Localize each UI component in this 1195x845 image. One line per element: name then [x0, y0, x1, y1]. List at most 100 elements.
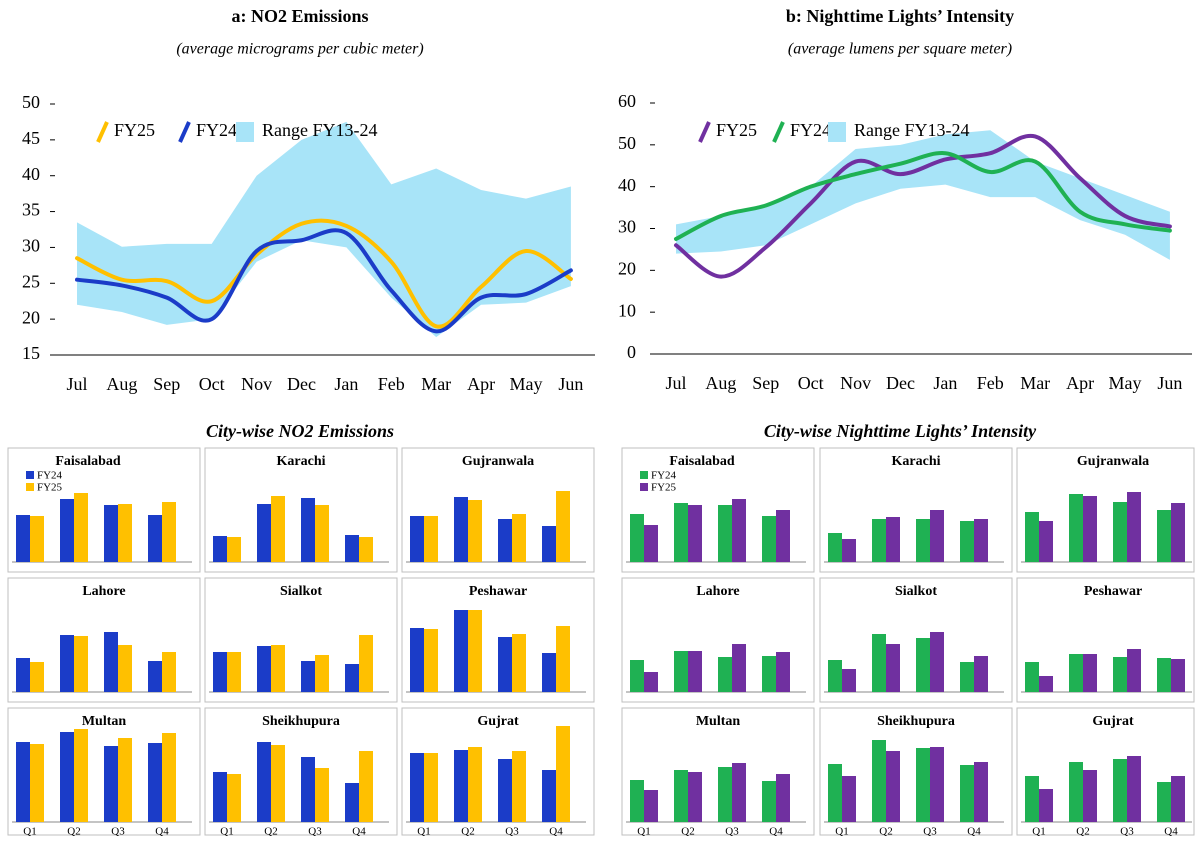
legend-label: FY25	[716, 120, 757, 140]
bar	[454, 497, 468, 562]
bar	[960, 765, 974, 822]
y-tick-label: 50	[22, 92, 40, 112]
bar	[644, 672, 658, 692]
bar	[498, 759, 512, 822]
line	[674, 151, 1172, 241]
legend-swatch	[26, 483, 34, 491]
bar	[60, 732, 74, 822]
bar	[512, 514, 526, 562]
bar	[148, 661, 162, 692]
bar	[359, 537, 373, 562]
bar	[556, 626, 570, 692]
bar	[974, 519, 988, 562]
bar	[74, 729, 88, 822]
y-tick-label: 15	[22, 343, 40, 363]
bar	[301, 757, 315, 822]
bar	[1083, 496, 1097, 562]
bar	[1171, 776, 1185, 822]
legend-swatch	[640, 483, 648, 491]
bar	[162, 733, 176, 822]
bar	[424, 753, 438, 822]
bar	[410, 628, 424, 692]
bar	[630, 780, 644, 822]
bar	[1127, 492, 1141, 562]
bar	[542, 770, 556, 822]
panel-title: Gujranwala	[462, 454, 534, 469]
x-tick-label: Q1	[1032, 826, 1045, 838]
bar	[718, 767, 732, 822]
bar	[828, 660, 842, 692]
bar	[498, 519, 512, 562]
bar	[930, 510, 944, 562]
legend-label: FY25	[114, 120, 155, 140]
x-tick-label: Apr	[1066, 373, 1094, 393]
bar	[1171, 503, 1185, 562]
x-tick-label: Sep	[153, 374, 180, 394]
panel-title: Peshawar	[469, 584, 527, 599]
bar	[257, 504, 271, 562]
x-tick-label: Mar	[1020, 373, 1050, 393]
panel-title: Gujranwala	[1077, 454, 1149, 469]
legend-swatch	[26, 471, 34, 479]
x-tick-label: Q3	[923, 826, 937, 838]
x-tick-label: Q3	[1120, 826, 1134, 838]
panel-title: Gujrat	[1092, 714, 1134, 729]
bar	[468, 610, 482, 692]
bar	[776, 652, 790, 692]
x-tick-label: Jul	[66, 374, 87, 394]
x-tick-label: Q1	[220, 826, 233, 838]
bar	[842, 539, 856, 562]
x-tick-label: Q2	[879, 826, 892, 838]
bar	[776, 774, 790, 822]
bar	[359, 751, 373, 822]
x-tick-label: Q4	[1164, 826, 1178, 838]
bar	[30, 516, 44, 562]
bar	[301, 498, 315, 562]
x-tick-label: Q2	[461, 826, 474, 838]
x-tick-label: Q2	[264, 826, 277, 838]
bar	[1025, 662, 1039, 692]
panel-title: Sialkot	[280, 584, 322, 599]
bar	[542, 653, 556, 692]
bar	[960, 521, 974, 562]
x-tick-label: Jun	[1157, 373, 1182, 393]
range-band	[77, 121, 571, 338]
bar	[828, 764, 842, 822]
bar	[886, 644, 900, 692]
chart-title: b: Nighttime Lights’ Intensity	[786, 6, 1014, 26]
y-tick-label: 60	[618, 91, 636, 111]
x-tick-label: Q4	[967, 826, 981, 838]
x-tick-label: Sep	[752, 373, 779, 393]
y-tick-label: 25	[22, 271, 40, 291]
line	[75, 218, 573, 329]
bar	[118, 504, 132, 562]
bar	[688, 772, 702, 822]
bar	[960, 662, 974, 692]
legend-label: FY25	[651, 482, 677, 494]
bar	[1127, 756, 1141, 822]
bar	[410, 753, 424, 822]
bar	[718, 657, 732, 692]
bar	[512, 634, 526, 692]
x-tick-label: Q3	[308, 826, 322, 838]
bar	[118, 645, 132, 692]
bar	[1025, 776, 1039, 822]
y-tick-label: 10	[618, 300, 636, 320]
x-tick-label: Dec	[886, 373, 915, 393]
x-tick-label: Nov	[241, 374, 272, 394]
legend-swatch	[828, 122, 846, 142]
bar	[732, 499, 746, 562]
x-tick-label: Q3	[505, 826, 519, 838]
bar	[454, 610, 468, 692]
x-tick-label: Q4	[155, 826, 169, 838]
bar	[104, 632, 118, 692]
panel-title: Karachi	[892, 454, 941, 469]
bar	[16, 742, 30, 822]
bar	[872, 740, 886, 822]
x-tick-label: Nov	[840, 373, 871, 393]
legend-label: FY24	[37, 470, 63, 482]
x-tick-label: Q4	[352, 826, 366, 838]
panel-title: Karachi	[277, 454, 326, 469]
chart-subtitle: (average micrograms per cubic meter)	[176, 41, 423, 58]
